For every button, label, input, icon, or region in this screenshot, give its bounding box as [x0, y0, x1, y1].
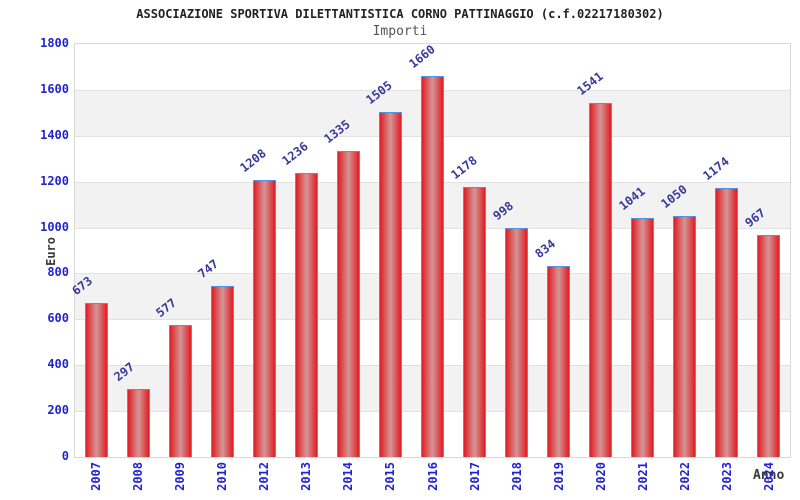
- bar-value-label: 1236: [279, 139, 312, 169]
- bar: [463, 186, 487, 457]
- x-tick-label: 2017: [467, 462, 482, 491]
- bar: [547, 265, 571, 457]
- x-tick-label: 2013: [299, 462, 314, 491]
- y-tick-label: 1800: [40, 36, 69, 50]
- x-tick-label: 2018: [509, 462, 524, 491]
- x-tick-label: 2007: [89, 462, 104, 491]
- bar: [673, 216, 697, 457]
- y-tick-label: 400: [47, 357, 69, 372]
- bar: [84, 302, 108, 457]
- y-tick-label: 0: [61, 449, 69, 463]
- y-tick-label: 800: [47, 265, 69, 280]
- y-tick-label: 1000: [40, 219, 69, 234]
- x-tick-label: 2008: [131, 462, 146, 491]
- x-tick-label: 2012: [257, 462, 272, 491]
- x-tick-label: 2020: [593, 462, 608, 491]
- x-tick-label: 2023: [719, 462, 734, 491]
- x-tick-label: 2021: [635, 462, 650, 491]
- bar: [589, 103, 613, 457]
- plot-area: 673 297 577 747 1208 1236 1335 1505 1660 1178 998 8…: [69, 42, 791, 458]
- bar: [421, 76, 444, 457]
- bar: [505, 228, 529, 457]
- bar-value-label: 1178: [447, 152, 480, 182]
- x-tick-label: 2019: [551, 462, 566, 491]
- y-axis-title: Euro: [44, 237, 58, 266]
- y-tick-label: 200: [47, 403, 69, 418]
- bar: [757, 235, 781, 457]
- x-tick-label: 2022: [677, 462, 692, 491]
- x-tick-label: 2024: [761, 462, 776, 491]
- bar-value-label: 1660: [405, 42, 438, 72]
- y-tick-label: 600: [47, 311, 69, 326]
- x-tick-label: 2015: [383, 462, 398, 491]
- bar: [210, 285, 234, 457]
- bar: [631, 218, 655, 457]
- y-tick-label: 1600: [40, 81, 69, 96]
- y-tick-label: 1200: [40, 173, 69, 188]
- chart-subtitle: Importi: [372, 24, 428, 39]
- bar-value-label: 1174: [700, 153, 732, 183]
- x-tick-label: 2016: [425, 462, 440, 491]
- bar-value-label: 1208: [237, 145, 270, 175]
- bar: [252, 179, 276, 457]
- chart-title: ASSOCIAZIONE SPORTIVA DILETTANTISTICA CO…: [136, 7, 664, 21]
- x-axis-title: Anno: [753, 468, 785, 483]
- bar: [336, 150, 360, 457]
- bar: [168, 324, 192, 457]
- y-tick-label: 1400: [40, 127, 69, 142]
- x-tick-label: 2014: [341, 462, 356, 491]
- bar-value-label: 834: [532, 236, 558, 261]
- bar: [126, 388, 150, 457]
- bar: [294, 173, 318, 457]
- x-tick-label: 2010: [215, 462, 230, 491]
- bar: [378, 111, 402, 457]
- bar: [715, 187, 739, 457]
- x-tick-label: 2009: [173, 462, 188, 491]
